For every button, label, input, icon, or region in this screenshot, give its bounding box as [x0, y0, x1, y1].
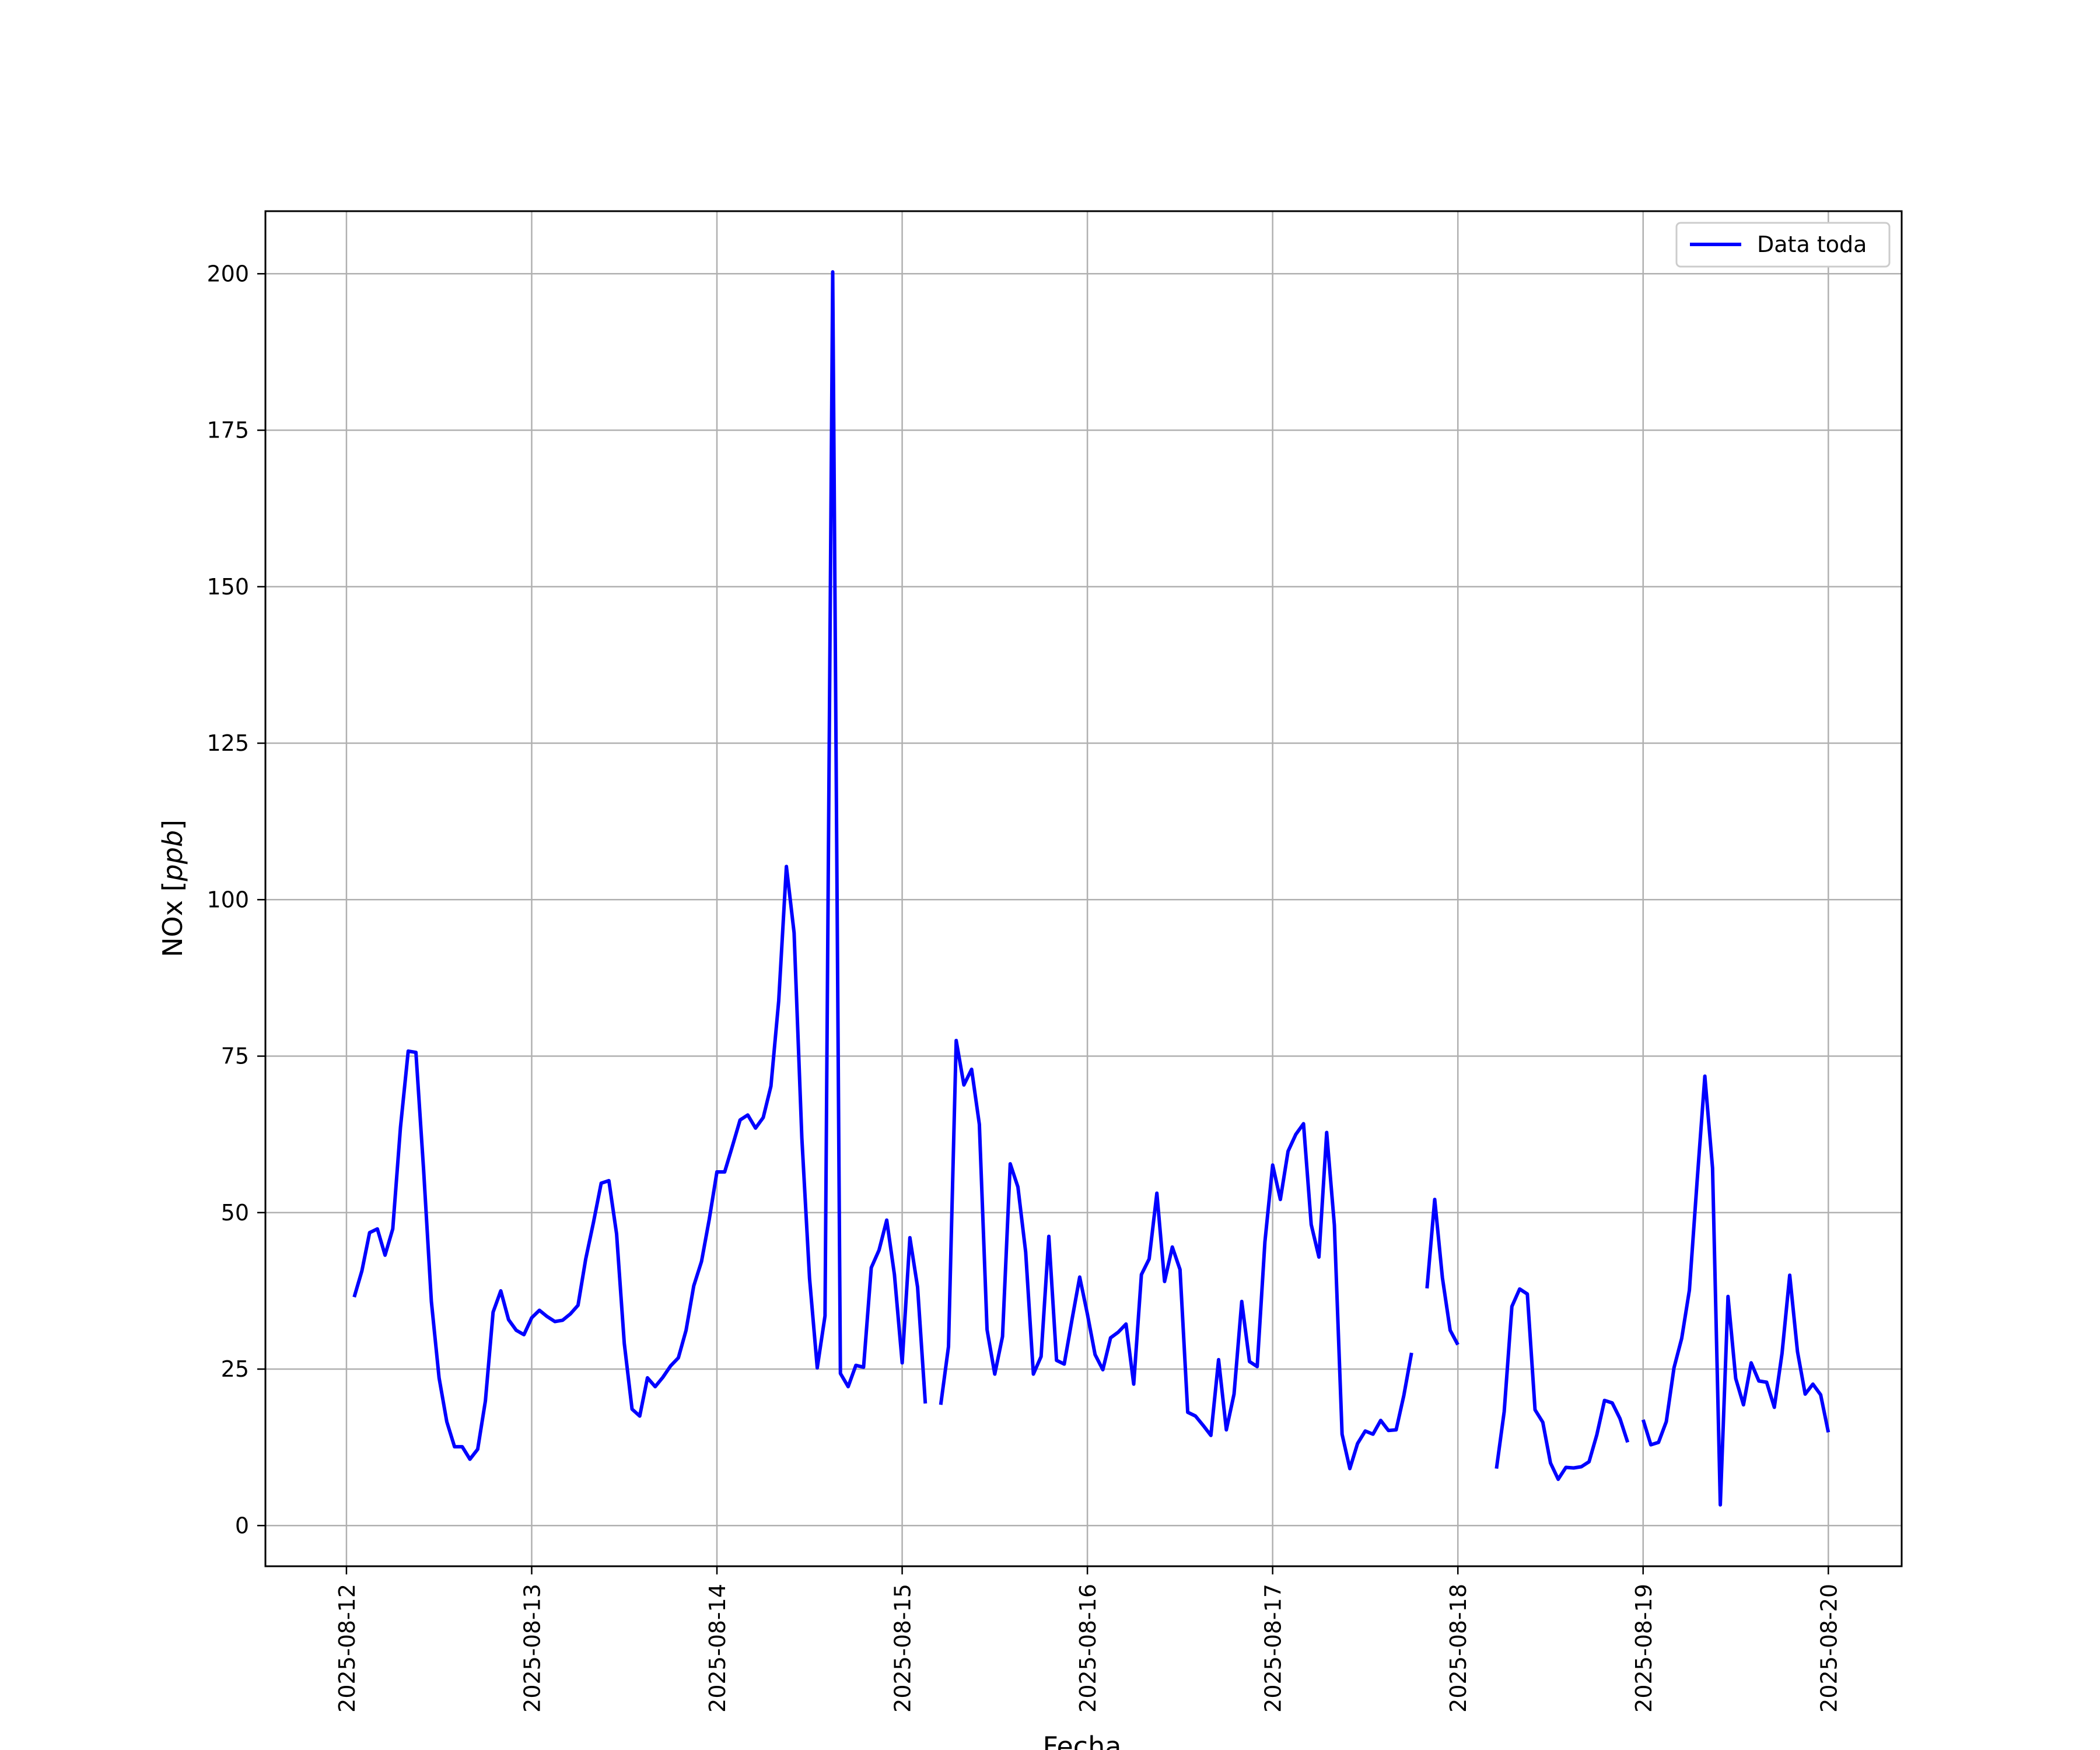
grid	[265, 211, 1902, 1566]
x-axis-label: Fecha	[1043, 1731, 1122, 1750]
plot-frame	[264, 210, 1903, 1567]
plot-area	[265, 211, 1902, 1566]
y-axis-label: NOx [ppb]	[157, 820, 188, 957]
legend-box	[1675, 222, 1891, 268]
y-tick-label: 0	[235, 1513, 249, 1538]
series-line-data-toda	[1641, 1074, 1831, 1507]
x-tick-label: 2025-08-17	[1261, 1584, 1286, 1713]
x-tick-label: 2025-08-14	[705, 1584, 730, 1713]
x-tick-label: 2025-08-13	[519, 1584, 545, 1713]
x-tick-label: 2025-08-19	[1631, 1584, 1657, 1713]
x-axis: 2025-08-12 2025-08-13 2025-08-14 2025-08-15…	[334, 1566, 1842, 1713]
y-tick-label: 125	[206, 730, 249, 756]
legend-label-data-toda: Data toda	[1757, 232, 1867, 257]
x-tick-label: 2025-08-15	[890, 1584, 916, 1713]
x-tick-label: 2025-08-18	[1446, 1584, 1471, 1713]
series-line-data-toda	[1494, 1287, 1630, 1481]
y-tick-label: 150	[206, 574, 249, 600]
x-tick-label: 2025-08-20	[1816, 1584, 1842, 1713]
legend: Data toda	[1675, 222, 1891, 268]
y-axis: 0 25 50 75 100 125 150 175 200	[206, 261, 265, 1538]
y-tick-label: 100	[206, 887, 249, 912]
y-tick-label: 50	[221, 1200, 249, 1226]
y-tick-label: 175	[206, 418, 249, 443]
x-tick-label: 2025-08-12	[334, 1584, 360, 1713]
y-tick-label: 200	[206, 261, 249, 286]
x-tick-label: 2025-08-16	[1075, 1584, 1101, 1713]
y-tick-label: 25	[221, 1356, 249, 1382]
series-line-data-toda	[1425, 1198, 1460, 1346]
series-line-data-toda	[352, 270, 928, 1461]
series-line-data-toda	[939, 1038, 1413, 1471]
y-tick-label: 75	[221, 1044, 249, 1069]
series-layer	[352, 270, 1831, 1507]
